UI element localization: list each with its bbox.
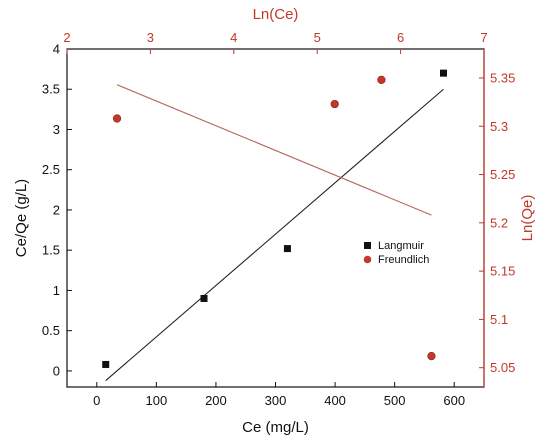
right-tick-label: 5.1 (490, 312, 508, 327)
legend: Langmuir Freundlich (363, 240, 429, 266)
left-tick-label: 1.5 (42, 243, 60, 258)
point-freundlich (377, 75, 386, 85)
left-axis: 0 0.5 1 1.5 2 2.5 3 3.5 4 (42, 42, 72, 378)
top-tick-label: 4 (230, 30, 237, 45)
fit-lines (105, 84, 444, 381)
y-axis-title: Ce/Qe (g/L) (13, 179, 30, 257)
bottom-tick-label: 0 (93, 393, 100, 408)
right-tick-label: 5.15 (490, 264, 515, 279)
bottom-tick-label: 600 (443, 393, 465, 408)
x-axis-title: Ce (mg/L) (242, 419, 309, 436)
plot-frame (66, 48, 485, 388)
point-freundlich (330, 99, 339, 109)
right-tick-label: 5.2 (490, 215, 508, 230)
left-tick-label: 1 (53, 283, 60, 298)
bottom-tick-label: 200 (205, 393, 227, 408)
legend-label-freundlich: Freundlich (378, 254, 429, 266)
right-axis-title: Ln(Qe) (519, 195, 536, 242)
bottom-axis: 0 100 200 300 400 500 600 (93, 382, 465, 408)
data-points (102, 69, 447, 368)
left-tick-label: 2.5 (42, 162, 60, 177)
top-tick-label: 6 (397, 30, 404, 45)
right-tick-label: 5.35 (490, 70, 515, 85)
bottom-tick-label: 500 (384, 393, 406, 408)
point-freundlich (427, 351, 436, 361)
legend-marker-freundlich (363, 255, 372, 264)
right-tick-label: 5.3 (490, 119, 508, 134)
left-tick-label: 2 (53, 202, 60, 217)
point-langmuir (102, 360, 110, 368)
left-tick-label: 4 (53, 42, 60, 57)
fit-line-langmuir (105, 88, 444, 381)
bottom-tick-label: 100 (146, 393, 168, 408)
legend-marker-langmuir (364, 242, 371, 249)
fit-line-freundlich (116, 84, 432, 216)
right-axis: 5.05 5.1 5.15 5.2 5.25 5.3 5.35 (479, 49, 515, 387)
top-tick-label: 5 (314, 30, 321, 45)
left-tick-label: 3.5 (42, 82, 60, 97)
top-axis: 2 3 4 5 6 7 (63, 30, 488, 54)
left-tick-label: 3 (53, 122, 60, 137)
bottom-tick-label: 400 (324, 393, 346, 408)
right-tick-label: 5.05 (490, 360, 515, 375)
top-axis-title: Ln(Ce) (253, 6, 299, 23)
left-tick-label: 0 (53, 363, 60, 378)
bottom-tick-label: 300 (265, 393, 287, 408)
point-langmuir (200, 294, 208, 302)
legend-label-langmuir: Langmuir (378, 240, 424, 252)
top-tick-label: 3 (147, 30, 154, 45)
point-freundlich (112, 114, 122, 123)
point-langmuir (283, 245, 291, 253)
top-tick-label: 2 (63, 30, 70, 45)
point-langmuir (439, 69, 447, 77)
right-tick-label: 5.25 (490, 167, 515, 182)
top-tick-label: 7 (480, 30, 487, 45)
left-tick-label: 0.5 (42, 323, 60, 338)
